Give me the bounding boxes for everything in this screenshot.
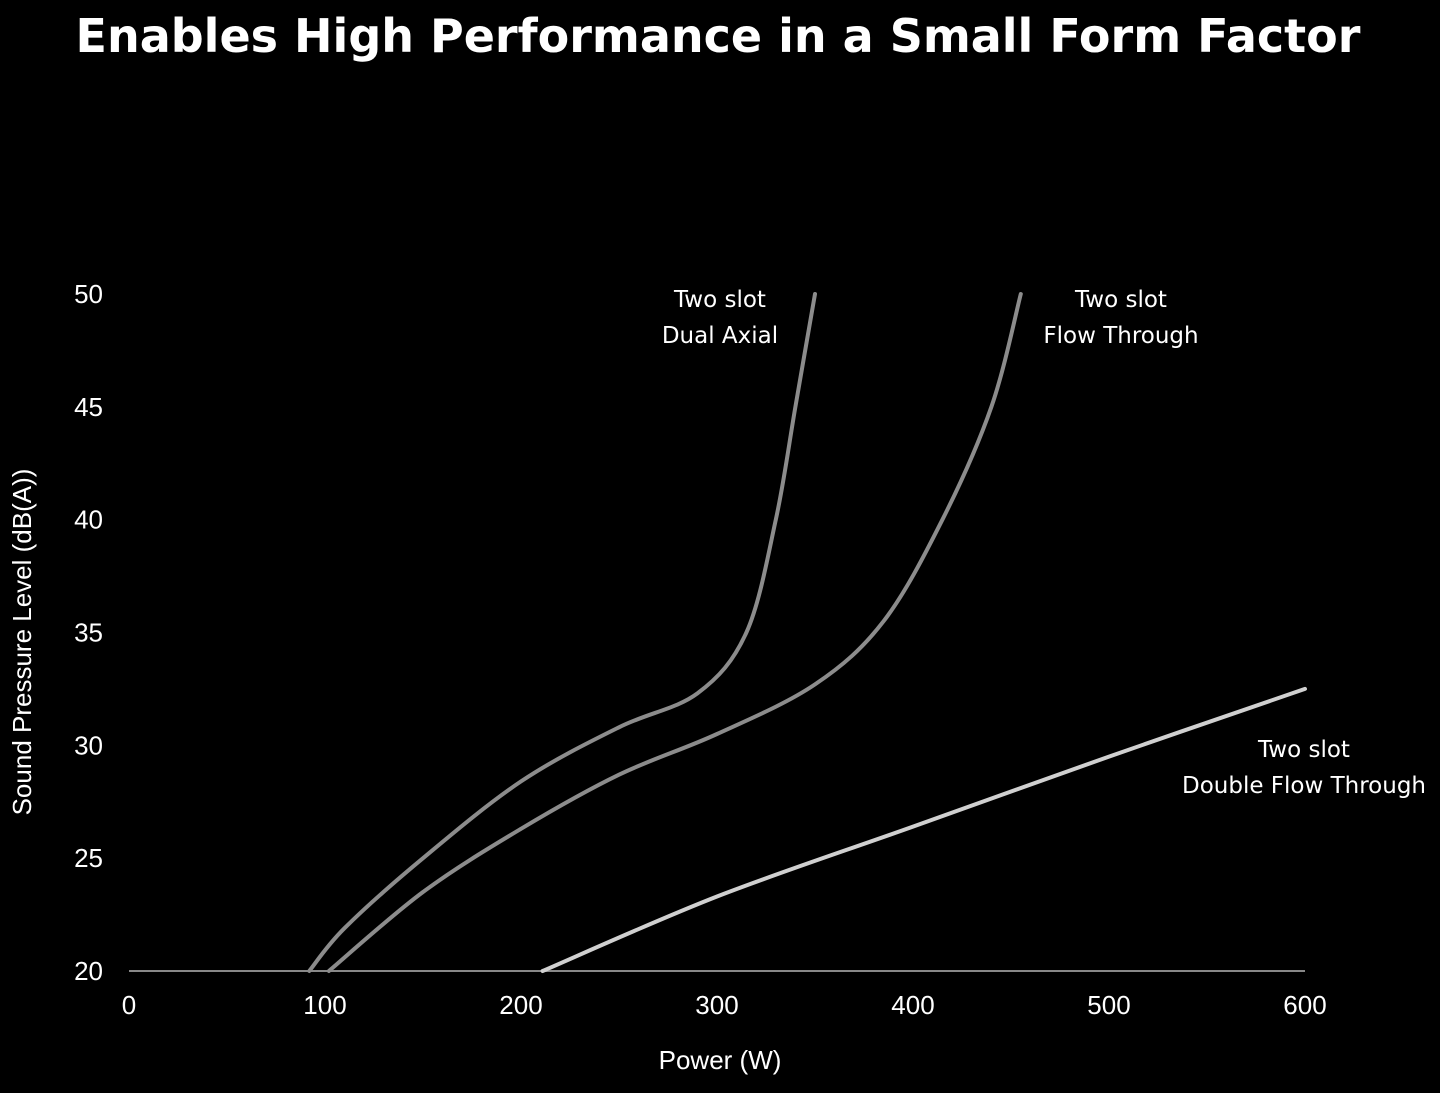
x-tick-label: 500: [1087, 990, 1130, 1020]
series-line: [307, 292, 817, 973]
plot-area: 0 100 200 300 400 500 600 20 25 30 35 40 45 50 Two slo…: [74, 279, 1426, 1020]
x-tick-label: 600: [1283, 990, 1326, 1020]
x-tick-label: 200: [499, 990, 542, 1020]
series-label: Two slot: [1074, 287, 1167, 313]
chart-title: Enables High Performance in a Small Form…: [76, 9, 1361, 63]
y-axis-label: Sound Pressure Level (dB(A)): [7, 469, 37, 816]
x-tick-label: 100: [303, 990, 346, 1020]
y-tick-label: 25: [74, 843, 103, 873]
series-label: Two slot: [673, 287, 766, 313]
series-label: Dual Axial: [662, 323, 778, 349]
series-line: [326, 292, 1023, 973]
x-tick-label: 400: [891, 990, 934, 1020]
y-tick-label: 40: [74, 505, 103, 535]
y-tick-label: 35: [74, 618, 103, 648]
series-label: Double Flow Through: [1182, 773, 1426, 799]
series-label: Flow Through: [1043, 323, 1198, 349]
series-line: [540, 686, 1307, 973]
series-label: Two slot: [1257, 737, 1350, 763]
y-tick-label: 50: [74, 279, 103, 309]
x-tick-label: 300: [695, 990, 738, 1020]
y-tick-label: 30: [74, 730, 103, 760]
y-tick-label: 45: [74, 392, 103, 422]
x-tick-label: 0: [122, 990, 136, 1020]
x-axis-label: Power (W): [659, 1045, 782, 1075]
y-tick-label: 20: [74, 956, 103, 986]
